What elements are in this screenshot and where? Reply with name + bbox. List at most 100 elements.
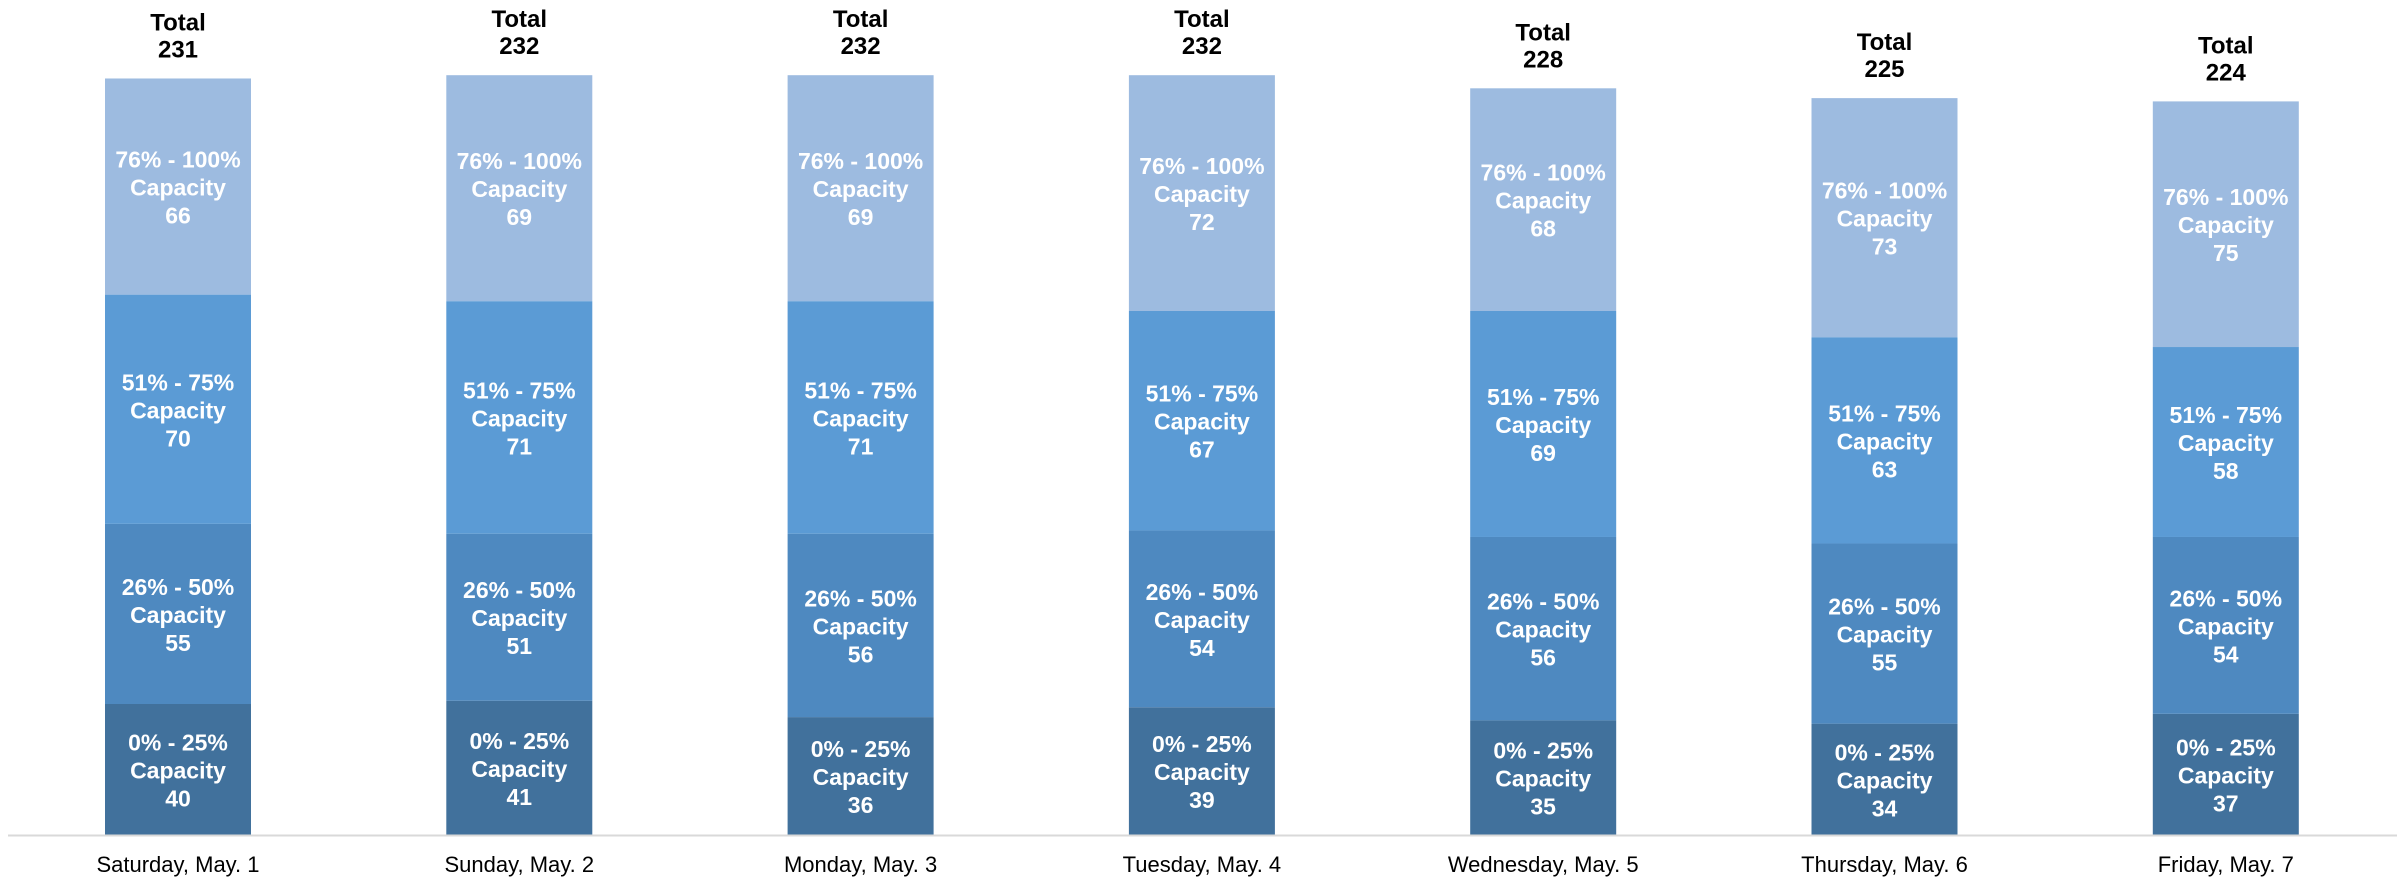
segment-series-label: 0% - 25% — [811, 736, 911, 762]
segment-series-label: 26% - 50% — [1146, 579, 1259, 605]
total-title-label: Total — [150, 9, 206, 36]
segment-value-label: 51 — [507, 633, 533, 659]
segment-value-label: 73 — [1872, 234, 1898, 260]
segment-series-label: Capacity — [1154, 409, 1250, 435]
segment-series-label: 0% - 25% — [469, 728, 569, 754]
total-value-label: 225 — [1864, 56, 1904, 83]
segment-value-label: 39 — [1189, 787, 1215, 813]
segment-series-label: Capacity — [471, 756, 567, 782]
segment-series-label: 51% - 75% — [804, 377, 917, 403]
total-title-label: Total — [2198, 32, 2254, 59]
segment-series-label: 76% - 100% — [1139, 153, 1264, 179]
segment-value-label: 56 — [1530, 645, 1556, 671]
segment-series-label: 26% - 50% — [463, 577, 576, 603]
bar-segment — [1470, 88, 1617, 311]
segment-series-label: Capacity — [2178, 212, 2274, 238]
segment-series-label: 51% - 75% — [2170, 402, 2283, 428]
total-title-label: Total — [1857, 29, 1913, 56]
category-labels-layer: Saturday, May. 1 Sunday, May. 2 Monday, Ma… — [96, 852, 2293, 877]
bar-segment — [446, 301, 593, 534]
bar-segment — [446, 533, 593, 701]
segment-value-label: 55 — [1872, 650, 1898, 676]
bar-segment — [1128, 530, 1275, 708]
segment-series-label: Capacity — [1154, 181, 1250, 207]
segment-value-label: 75 — [2213, 240, 2239, 266]
total-value-label: 228 — [1523, 46, 1563, 73]
bar-segment — [1470, 536, 1617, 721]
segment-value-label: 36 — [848, 792, 874, 818]
x-tick-label: Sunday, May. 2 — [444, 852, 594, 877]
segment-value-label: 56 — [848, 641, 874, 667]
segment-series-label: Capacity — [813, 613, 909, 639]
segment-value-label: 68 — [1530, 216, 1556, 242]
segment-series-label: 76% - 100% — [115, 147, 240, 173]
x-tick-label: Thursday, May. 6 — [1801, 852, 1968, 877]
bar-segment — [1811, 543, 1958, 724]
segment-value-label: 34 — [1872, 795, 1898, 821]
segment-value-label: 54 — [1189, 635, 1215, 661]
segment-series-label: Capacity — [1837, 767, 1933, 793]
bar-segment — [787, 717, 934, 835]
segment-series-label: Capacity — [471, 405, 567, 431]
segment-series-label: Capacity — [1837, 206, 1933, 232]
bar-segment — [2152, 347, 2299, 537]
segment-series-label: 51% - 75% — [463, 377, 576, 403]
bar-segment — [1811, 723, 1958, 835]
bar-segment — [1128, 75, 1275, 311]
segment-series-label: Capacity — [1154, 607, 1250, 633]
segment-value-label: 70 — [165, 425, 191, 451]
segment-series-label: 51% - 75% — [122, 369, 235, 395]
segment-series-label: Capacity — [130, 175, 226, 201]
segment-series-label: 51% - 75% — [1828, 400, 1941, 426]
total-title-label: Total — [492, 6, 548, 33]
bar-segment — [105, 294, 251, 524]
segment-series-label: 26% - 50% — [2170, 585, 2283, 611]
bar-segment — [105, 704, 251, 835]
segment-value-label: 58 — [2213, 458, 2239, 484]
segment-value-label: 72 — [1189, 209, 1215, 235]
segment-series-label: Capacity — [130, 397, 226, 423]
x-tick-label: Friday, May. 7 — [2158, 852, 2294, 877]
segment-series-label: 26% - 50% — [804, 585, 917, 611]
bar-segment — [787, 75, 934, 302]
segment-value-label: 41 — [507, 784, 533, 810]
segment-series-label: 76% - 100% — [798, 148, 923, 174]
bar-segment — [2152, 101, 2299, 348]
x-tick-label: Tuesday, May. 4 — [1123, 852, 1282, 877]
segment-value-label: 69 — [848, 204, 874, 230]
segment-series-label: Capacity — [471, 605, 567, 631]
segment-series-label: Capacity — [471, 176, 567, 202]
x-tick-label: Wednesday, May. 5 — [1448, 852, 1639, 877]
total-value-label: 224 — [2206, 59, 2247, 86]
segment-series-label: Capacity — [1495, 617, 1591, 643]
segment-value-label: 55 — [165, 630, 191, 656]
segment-series-label: Capacity — [1154, 759, 1250, 785]
segment-series-label: 51% - 75% — [1146, 381, 1259, 407]
bar-segment — [446, 75, 593, 302]
total-title-label: Total — [833, 6, 889, 33]
bar-segment — [787, 533, 934, 718]
x-tick-label: Monday, May. 3 — [784, 852, 937, 877]
total-value-label: 232 — [499, 33, 539, 60]
bar-segment — [2152, 713, 2299, 835]
segment-series-label: Capacity — [1495, 766, 1591, 792]
segment-series-label: 0% - 25% — [128, 730, 228, 756]
bar-segment — [787, 301, 934, 534]
segment-series-label: 76% - 100% — [1822, 178, 1947, 204]
segment-series-label: 0% - 25% — [2176, 734, 2276, 760]
segment-value-label: 69 — [507, 204, 533, 230]
total-value-label: 231 — [158, 36, 198, 63]
segment-series-label: 0% - 25% — [1152, 731, 1252, 757]
bar-segment — [446, 700, 593, 835]
segment-series-label: 26% - 50% — [1487, 589, 1600, 615]
segment-series-label: Capacity — [2178, 613, 2274, 639]
segment-series-label: 76% - 100% — [1481, 160, 1606, 186]
bar-segment — [1128, 311, 1275, 531]
segment-series-label: Capacity — [130, 602, 226, 628]
bar-segment — [1470, 311, 1617, 537]
bar-segment — [105, 523, 251, 704]
segment-series-label: Capacity — [1495, 188, 1591, 214]
segment-value-label: 63 — [1872, 456, 1898, 482]
